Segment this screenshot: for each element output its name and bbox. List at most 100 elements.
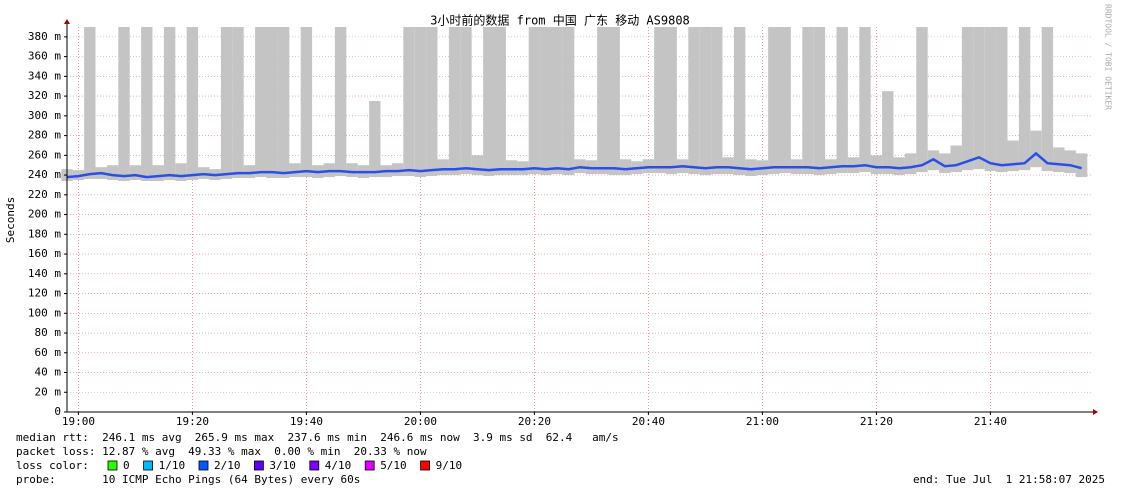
legend-label: 9/10 [436, 459, 463, 472]
y-tick-label: 80 m [35, 326, 62, 339]
y-tick-label: 320 m [28, 89, 61, 102]
smoke-band [1007, 140, 1019, 172]
smoke-band [220, 27, 233, 180]
smoke-band [403, 27, 415, 177]
smoke-band [768, 27, 780, 175]
smoke-band [688, 27, 700, 175]
smoke-band [334, 27, 347, 177]
smoke-band [540, 27, 552, 176]
x-tick-label: 20:00 [404, 415, 437, 428]
smoke-band [608, 27, 620, 176]
legend-swatch [253, 460, 264, 471]
x-tick-label: 20:40 [632, 415, 665, 428]
smoke-band [414, 27, 427, 178]
smoke-band [437, 159, 449, 176]
smoke-band [893, 157, 905, 176]
y-tick-label: 120 m [28, 287, 61, 300]
smoke-band [745, 159, 757, 177]
smoke-band [369, 101, 381, 178]
smoke-band [277, 27, 290, 179]
legend-label: 0 [123, 459, 130, 472]
smoke-band [870, 155, 883, 175]
y-tick-label: 340 m [28, 69, 61, 82]
smoke-band [562, 27, 575, 176]
legend-label: 5/10 [380, 459, 407, 472]
smoke-band [460, 27, 472, 175]
x-tick-label: 20:20 [518, 415, 551, 428]
smoke-band [175, 163, 187, 181]
smoke-band [984, 27, 997, 172]
smoke-band [619, 159, 632, 176]
smoke-band [1064, 150, 1076, 174]
smoke-band [152, 165, 164, 181]
smoke-band [346, 163, 358, 178]
x-tick-label: 21:20 [860, 415, 893, 428]
smoke-band [118, 27, 130, 181]
smoke-band [426, 27, 438, 177]
x-tick-label: 19:00 [62, 415, 95, 428]
smoke-band [528, 27, 541, 175]
smoke-band [186, 27, 199, 181]
y-tick-label: 40 m [35, 366, 62, 379]
smoke-band [266, 27, 278, 179]
x-tick-label: 21:00 [746, 415, 779, 428]
smoke-band [1041, 27, 1054, 172]
y-tick-label: 260 m [28, 148, 61, 161]
probe-info: probe: 10 ICMP Echo Pings (64 Bytes) eve… [16, 473, 360, 486]
y-tick-label: 100 m [28, 306, 61, 319]
y-tick-label: 20 m [35, 385, 62, 398]
smoke-band [733, 27, 746, 176]
smoke-band [163, 27, 176, 181]
legend-label: 3/10 [269, 459, 296, 472]
smoke-band [654, 27, 666, 174]
smoke-band [106, 165, 119, 181]
y-tick-label: 180 m [28, 227, 61, 240]
x-tick-label: 21:40 [974, 415, 1007, 428]
smoke-band [494, 27, 506, 176]
smoke-band [129, 165, 142, 181]
smoke-band [859, 27, 871, 173]
loss-legend: 0 1/10 2/10 3/10 4/10 5/10 9/10 [107, 459, 463, 472]
smoke-band [300, 27, 313, 178]
smoke-band [483, 27, 495, 177]
smoke-band [84, 27, 96, 180]
smoke-band [996, 27, 1008, 173]
smoke-band [1053, 147, 1065, 173]
smoke-band [973, 27, 985, 170]
y-tick-label: 60 m [35, 346, 62, 359]
smoke-band [916, 27, 928, 173]
median-line [66, 151, 1082, 179]
smoke-band [813, 27, 826, 176]
legend-label: 1/10 [159, 459, 186, 472]
y-axis-arrow [64, 19, 70, 24]
watermark: RRDTOOL / TOBI OETIKER [1104, 4, 1113, 110]
legend-swatch [107, 460, 118, 471]
smoke-band [950, 145, 962, 173]
legend-label: 2/10 [214, 459, 241, 472]
smoke-band [699, 27, 712, 176]
legend-swatch [364, 460, 375, 471]
smoke-band [471, 155, 484, 176]
smoke-band [722, 157, 734, 175]
smoke-band [391, 163, 404, 177]
legend-swatch [420, 460, 431, 471]
packet-loss-stats: packet loss: 12.87 % avg 49.33 % max 0.0… [16, 445, 427, 458]
chart-title: 3小时前的数据 from 中国 广东 移动 AS9808 [430, 13, 690, 28]
smoke-band [836, 27, 848, 174]
x-axis-arrow [1093, 409, 1098, 415]
legend-label: 4/10 [325, 459, 352, 472]
x-tick-label: 19:20 [176, 415, 209, 428]
loss-color-label: loss color: [16, 459, 89, 472]
smoke-band [1030, 130, 1042, 168]
y-tick-label: 0 [54, 405, 61, 418]
smoke-band [961, 27, 974, 171]
end-time: end: Tue Jul 1 21:58:07 2025 [913, 473, 1105, 486]
smoke-band [505, 160, 518, 176]
smoke-band [232, 27, 244, 179]
y-tick-label: 280 m [28, 129, 61, 142]
smoke-band [1018, 27, 1031, 171]
smoke-band [255, 27, 267, 178]
legend-swatch [143, 460, 154, 471]
smoke-band [939, 153, 951, 174]
smoke-band [243, 165, 256, 179]
